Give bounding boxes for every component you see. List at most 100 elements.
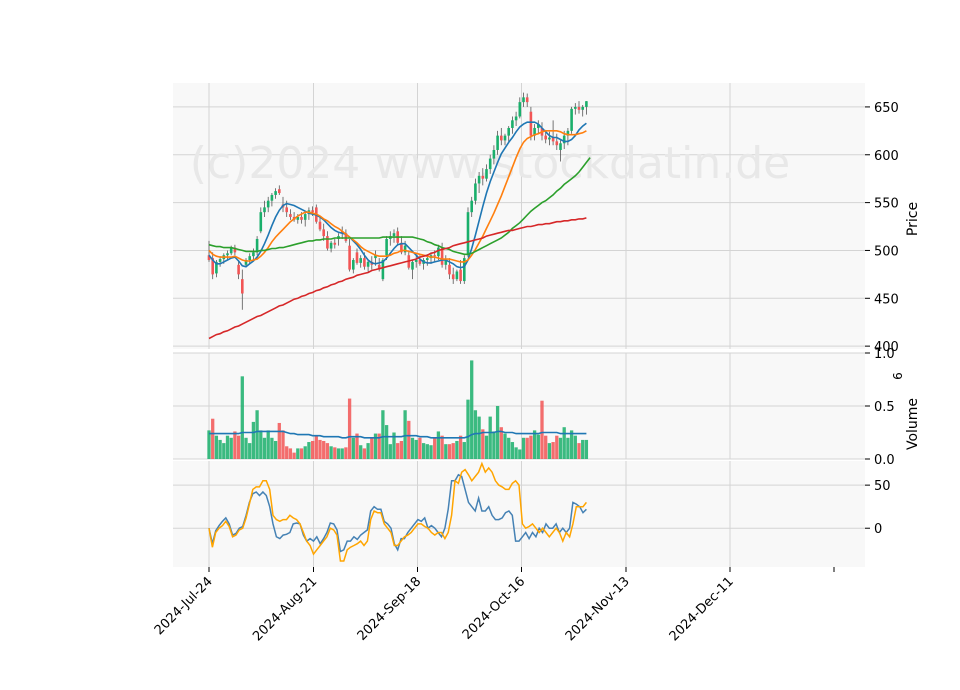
price-axis-label: Price	[905, 202, 921, 236]
volume-bar	[425, 444, 429, 459]
volume-bar	[573, 435, 577, 459]
volume-bar	[211, 418, 215, 459]
volume-bar	[503, 433, 507, 459]
candle-body	[496, 135, 499, 150]
candle-body	[559, 143, 562, 150]
volume-bar	[362, 448, 367, 459]
volume-bar	[414, 439, 418, 459]
price-tick-label: 500	[874, 244, 899, 259]
volume-bar	[569, 430, 574, 459]
volume-bar	[244, 437, 248, 459]
volume-bar	[462, 442, 466, 459]
volume-bar	[255, 410, 259, 459]
candle-body	[455, 271, 459, 280]
volume-bar	[440, 435, 444, 459]
osc-tick-label: 50	[874, 479, 891, 494]
moving-average-line	[208, 121, 587, 269]
volume-bar	[455, 440, 459, 459]
candle-body	[448, 264, 451, 275]
candle-body	[470, 200, 473, 213]
volume-bar	[547, 443, 552, 459]
candle-body	[577, 106, 581, 110]
candle-body	[241, 279, 244, 294]
volume-bar	[444, 444, 448, 459]
volume-bar	[344, 447, 348, 459]
candle-body	[400, 242, 403, 253]
candle-body	[233, 247, 237, 253]
oscillator-line	[208, 461, 587, 562]
volume-bar	[451, 443, 455, 459]
candle-body	[551, 137, 555, 142]
volume-bar	[366, 443, 370, 459]
candle-body	[348, 245, 351, 270]
volume-axis-exponent: 6	[891, 372, 905, 380]
volume-bar	[525, 437, 529, 459]
candle-body	[570, 108, 573, 131]
volume-bar	[296, 448, 300, 459]
candle-body	[263, 207, 266, 213]
candle-body	[411, 261, 414, 270]
price-tick-label: 600	[874, 149, 899, 164]
oscillator-panel	[173, 461, 865, 567]
oscillator-line	[208, 473, 587, 553]
volume-bar	[399, 440, 404, 459]
volume-bar	[377, 433, 381, 459]
candle-body	[474, 183, 477, 201]
volume-bar	[551, 442, 555, 459]
price-tick-label: 650	[874, 101, 899, 116]
x-tick-label: 2024-Nov-13	[563, 574, 633, 644]
candle-body	[544, 135, 547, 140]
volume-bar	[458, 435, 463, 459]
candle-body	[289, 214, 292, 217]
candle-body	[433, 255, 436, 257]
volume-bar	[410, 437, 415, 459]
volume-tick-label: 0.5	[874, 400, 895, 415]
volume-tick-label: 1.0	[874, 347, 895, 362]
volume-bar	[336, 448, 341, 459]
volume-bar	[251, 421, 256, 459]
volume-bar	[322, 440, 326, 459]
candle-body	[403, 245, 407, 253]
candle-body	[303, 214, 307, 220]
volume-bar	[429, 445, 433, 459]
candle-body	[381, 260, 385, 280]
candle-body	[485, 169, 488, 179]
volume-bar	[351, 437, 355, 459]
volume-bar	[492, 431, 496, 459]
candle-body	[440, 247, 444, 265]
candle-body	[503, 135, 507, 141]
candle-body	[333, 242, 337, 245]
volume-bar	[433, 437, 437, 459]
volume-axis-label: Volume	[905, 398, 921, 450]
volume-bar	[581, 439, 585, 459]
volume-bar	[392, 432, 396, 459]
candle-body	[507, 127, 510, 136]
osc-tick-label: 0	[874, 522, 882, 537]
volume-bar	[292, 452, 296, 459]
volume-bar	[303, 446, 307, 459]
volume-bar	[518, 449, 522, 459]
volume-bar	[248, 443, 252, 459]
candle-body	[244, 260, 248, 265]
candle-body	[522, 97, 525, 103]
oscillator-plot	[208, 461, 587, 562]
volume-bar	[359, 445, 363, 459]
moving-average-line	[208, 157, 591, 256]
volume-bar	[318, 439, 322, 459]
volume-bar	[403, 410, 407, 459]
candle-body	[581, 106, 584, 110]
candle-body	[374, 255, 377, 259]
volume-bar	[370, 437, 374, 459]
candle-body	[574, 106, 577, 109]
volume-bar	[218, 439, 222, 459]
volume-bar	[281, 430, 285, 459]
candle-body	[326, 236, 329, 249]
moving-average-line	[208, 217, 587, 340]
volume-bar	[544, 435, 548, 459]
candle-body	[218, 259, 222, 262]
volume-bar	[473, 410, 478, 459]
volume-bar	[529, 435, 533, 459]
x-tick-label: 2024-Oct-16	[460, 574, 528, 642]
price-tick-label: 450	[874, 292, 899, 307]
